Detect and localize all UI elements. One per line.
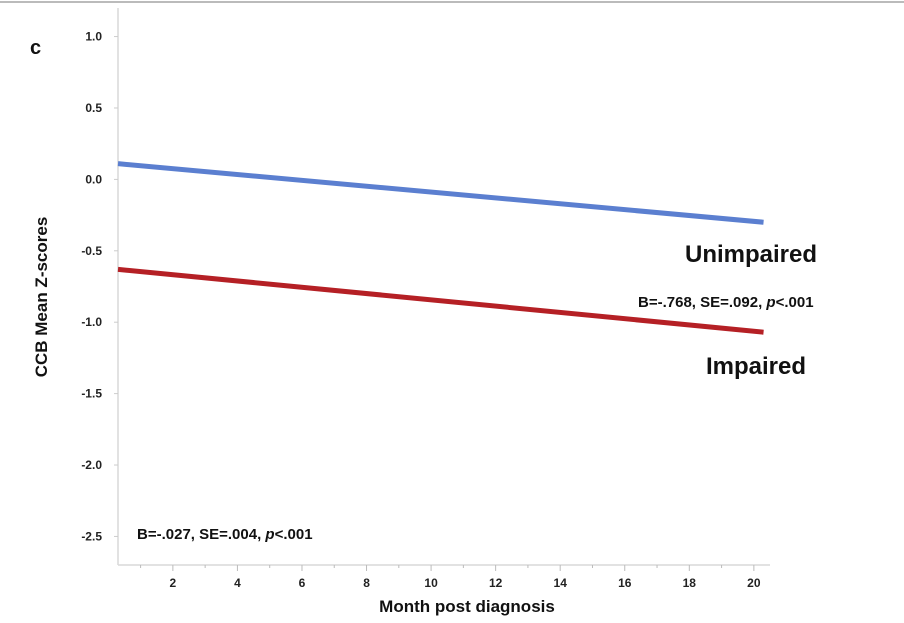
x-tick-label: 14 [554, 576, 568, 590]
x-axis-ticks: 2 4 6 8 10 12 14 16 18 20 [140, 565, 761, 590]
x-tick-label: 20 [747, 576, 761, 590]
time-effect-p-label: p [264, 526, 274, 543]
x-tick-label: 16 [618, 576, 632, 590]
x-tick-label: 8 [363, 576, 370, 590]
series-lines [117, 161, 764, 335]
time-effect-annotation: B=-.027, SE=.004, p<.001 [137, 526, 313, 543]
group-effect-annotation: B=-.768, SE=.092, p<.001 [638, 294, 814, 311]
x-tick-label: 10 [424, 576, 438, 590]
time-effect-p-value: <.001 [275, 526, 313, 543]
series-line-impaired [117, 266, 764, 335]
y-tick-label: 1.0 [85, 30, 102, 44]
y-tick-label: 0.5 [85, 101, 102, 115]
series-line-unimpaired [117, 161, 764, 225]
plot-area [117, 8, 770, 566]
y-axis-ticks: 1.0 0.5 0.0 -0.5 -1.0 -1.5 -2.0 -2.5 [81, 30, 118, 543]
x-tick-label: 12 [489, 576, 503, 590]
panel-label: c [30, 37, 41, 59]
x-tick-label: 6 [299, 576, 306, 590]
y-tick-label: -1.0 [81, 315, 102, 329]
x-tick-label: 2 [170, 576, 177, 590]
group-effect-p-label: p [765, 294, 775, 311]
series-label-impaired: Impaired [706, 353, 806, 380]
group-effect-prefix: B=-.768, SE=.092, [638, 294, 766, 311]
y-tick-label: -1.5 [81, 387, 102, 401]
y-tick-label: 0.0 [85, 172, 102, 186]
y-tick-label: -2.5 [81, 529, 102, 543]
series-label-unimpaired: Unimpaired [685, 241, 817, 268]
y-tick-label: -0.5 [81, 244, 102, 258]
y-tick-label: -2.0 [81, 458, 102, 472]
time-effect-prefix: B=-.027, SE=.004, [137, 526, 265, 543]
x-tick-label: 4 [234, 576, 241, 590]
y-axis-title: CCB Mean Z-scores [32, 217, 51, 378]
group-effect-p-value: <.001 [776, 294, 814, 311]
x-tick-label: 18 [683, 576, 697, 590]
x-axis-title: Month post diagnosis [379, 597, 555, 616]
